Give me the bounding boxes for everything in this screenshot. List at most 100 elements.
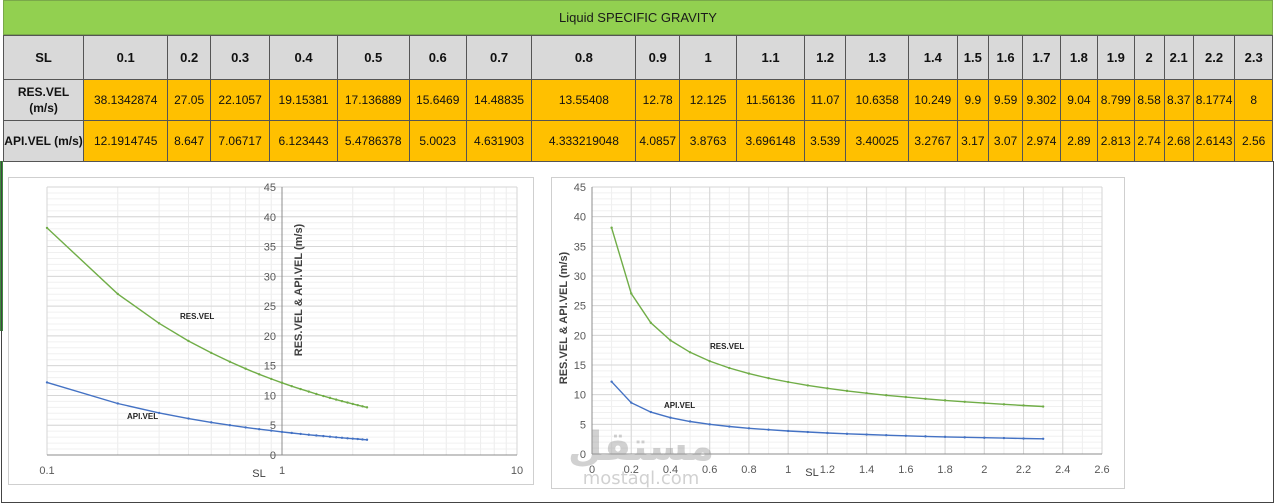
- api-vel-cell[interactable]: 6.123443: [269, 120, 338, 162]
- sheet-title[interactable]: Liquid SPECIFIC GRAVITY: [3, 0, 1273, 35]
- series-point-res-vel: [157, 322, 161, 325]
- header-sl-cell[interactable]: 1.1: [736, 35, 805, 80]
- header-sl-cell[interactable]: 1.9: [1097, 35, 1135, 80]
- api-vel-cell[interactable]: 3.696148: [736, 120, 805, 162]
- api-vel-cell[interactable]: 4.631903: [465, 120, 533, 162]
- series-point-api-vel: [865, 433, 868, 436]
- api-vel-cell[interactable]: 3.40025: [845, 120, 909, 162]
- api-vel-cell[interactable]: 3.8763: [679, 120, 738, 162]
- header-sl-cell[interactable]: 2.3: [1234, 35, 1273, 80]
- res-vel-cell[interactable]: 17.136889: [336, 79, 410, 121]
- header-sl-cell[interactable]: 1.2: [803, 35, 847, 80]
- series-point-api-vel: [351, 437, 354, 440]
- y-tick-label: 25: [574, 301, 586, 313]
- api-vel-cell[interactable]: 3.539: [803, 120, 847, 162]
- header-sl-cell[interactable]: 2: [1133, 35, 1165, 80]
- header-sl-cell[interactable]: 1.6: [987, 35, 1024, 80]
- y-axis-title: RES.VEL & API.VEL (m/s): [293, 223, 305, 356]
- header-sl-cell[interactable]: 1.5: [956, 35, 989, 80]
- res-vel-cell[interactable]: 13.55408: [531, 79, 637, 121]
- res-vel-cell[interactable]: 22.1057: [209, 79, 271, 121]
- api-vel-cell[interactable]: 12.1914745: [83, 120, 169, 162]
- series-point-api-vel: [315, 434, 318, 437]
- header-label-cell[interactable]: SL: [2, 35, 85, 80]
- res-vel-cell[interactable]: 12.78: [635, 79, 681, 121]
- res-vel-cell[interactable]: 9.59: [987, 79, 1024, 121]
- header-sl-cell[interactable]: 1.3: [845, 35, 909, 80]
- res-vel-cell[interactable]: 9.9: [956, 79, 989, 121]
- res-vel-label-cell[interactable]: RES.VEL (m/s): [2, 79, 85, 121]
- x-axis-title: SL: [252, 468, 265, 480]
- res-vel-cell[interactable]: 11.56136: [736, 79, 805, 121]
- header-sl-cell[interactable]: 0.3: [209, 35, 271, 80]
- header-sl-cell[interactable]: 1.7: [1022, 35, 1061, 80]
- x-tick-label: 2: [981, 464, 987, 476]
- series-point-res-vel: [365, 406, 369, 409]
- res-vel-cell[interactable]: 8.799: [1097, 79, 1135, 121]
- api-vel-cell[interactable]: 2.89: [1059, 120, 1099, 162]
- series-point-api-vel: [1022, 437, 1025, 440]
- api-vel-cell[interactable]: 3.17: [956, 120, 989, 162]
- y-tick-label: 45: [264, 182, 276, 194]
- series-point-api-vel: [258, 428, 261, 431]
- header-sl-cell[interactable]: 1.8: [1059, 35, 1099, 80]
- res-vel-cell[interactable]: 38.1342874: [83, 79, 169, 121]
- series-point-res-vel: [924, 397, 927, 401]
- series-point-res-vel: [307, 390, 310, 393]
- res-vel-cell[interactable]: 19.15381: [269, 79, 338, 121]
- res-vel-cell[interactable]: 27.05: [167, 79, 211, 121]
- res-vel-cell[interactable]: 8.58: [1133, 79, 1165, 121]
- api-vel-cell[interactable]: 2.974: [1022, 120, 1061, 162]
- api-vel-cell[interactable]: 3.2767: [907, 120, 958, 162]
- series-point-api-vel: [610, 380, 613, 383]
- header-sl-cell[interactable]: 0.4: [269, 35, 338, 80]
- chart-log-scale[interactable]: 0 5 10 15 20 25 30 35 40 45 0.1 1 10 SL RES.VEL & API.…: [8, 177, 534, 485]
- header-row: SL 0.1 0.2 0.3 0.4 0.5 0.6 0.7 0.8 0.9 1 1.1 1.2 1.3…: [2, 35, 1273, 80]
- res-vel-cell[interactable]: 8.37: [1163, 79, 1194, 121]
- res-vel-cell[interactable]: 8.1774: [1192, 79, 1236, 121]
- api-vel-cell[interactable]: 7.06717: [209, 120, 271, 162]
- header-sl-cell[interactable]: 0.9: [635, 35, 681, 80]
- header-sl-cell[interactable]: 2.1: [1163, 35, 1194, 80]
- chart-linear-svg: 0 5 10 15 20 25 30 35 40 45 0 0.2 0.4 0.6 0.8 1 1.2 1.4 1.…: [558, 182, 1110, 479]
- x-tick-label: 0.4: [663, 464, 678, 476]
- api-vel-cell[interactable]: 2.56: [1234, 120, 1273, 162]
- res-vel-cell[interactable]: 10.249: [907, 79, 958, 121]
- api-vel-cell[interactable]: 5.0023: [408, 120, 467, 162]
- header-sl-cell[interactable]: 2.2: [1192, 35, 1236, 80]
- header-sl-cell[interactable]: 1.4: [907, 35, 958, 80]
- res-vel-cell[interactable]: 12.125: [679, 79, 738, 121]
- chart-linear-scale[interactable]: 0 5 10 15 20 25 30 35 40 45 0 0.2 0.4 0.6 0.8 1 1.2 1.4 1.…: [551, 177, 1125, 489]
- api-vel-cell[interactable]: 2.68: [1163, 120, 1194, 162]
- res-vel-cell[interactable]: 8: [1234, 79, 1273, 121]
- header-sl-cell[interactable]: 0.2: [167, 35, 211, 80]
- api-vel-cell[interactable]: 8.647: [167, 120, 211, 162]
- header-sl-cell[interactable]: 0.5: [336, 35, 410, 80]
- series-point-api-vel: [943, 435, 947, 439]
- api-vel-cell[interactable]: 2.74: [1133, 120, 1165, 162]
- header-sl-cell[interactable]: 1: [679, 35, 738, 80]
- res-vel-cell[interactable]: 9.302: [1022, 79, 1061, 121]
- series-point-res-vel: [340, 399, 344, 403]
- res-vel-cell[interactable]: 11.07: [803, 79, 847, 121]
- res-vel-cell[interactable]: 9.04: [1059, 79, 1099, 121]
- series-point-res-vel: [649, 321, 653, 325]
- api-vel-cell[interactable]: 4.333219048: [531, 120, 637, 162]
- header-sl-cell[interactable]: 0.1: [83, 35, 169, 80]
- res-vel-cell[interactable]: 10.6358: [845, 79, 909, 121]
- api-vel-label-cell[interactable]: API.VEL (m/s): [2, 120, 85, 162]
- header-sl-cell[interactable]: 0.7: [465, 35, 533, 80]
- series-point-api-vel: [290, 431, 293, 435]
- header-sl-cell[interactable]: 0.8: [531, 35, 637, 80]
- api-vel-cell[interactable]: 5.4786378: [336, 120, 410, 162]
- res-vel-cell[interactable]: 14.48835: [465, 79, 533, 121]
- y-tick-label: 0: [270, 450, 276, 462]
- api-vel-cell[interactable]: 4.0857: [635, 120, 681, 162]
- api-vel-cell[interactable]: 2.6143: [1192, 120, 1236, 162]
- series-point-api-vel: [767, 428, 770, 431]
- api-vel-cell[interactable]: 2.813: [1097, 120, 1135, 162]
- api-vel-cell[interactable]: 3.07: [987, 120, 1024, 162]
- series-point-api-vel: [669, 416, 672, 419]
- res-vel-cell[interactable]: 15.6469: [408, 79, 467, 121]
- header-sl-cell[interactable]: 0.6: [408, 35, 467, 80]
